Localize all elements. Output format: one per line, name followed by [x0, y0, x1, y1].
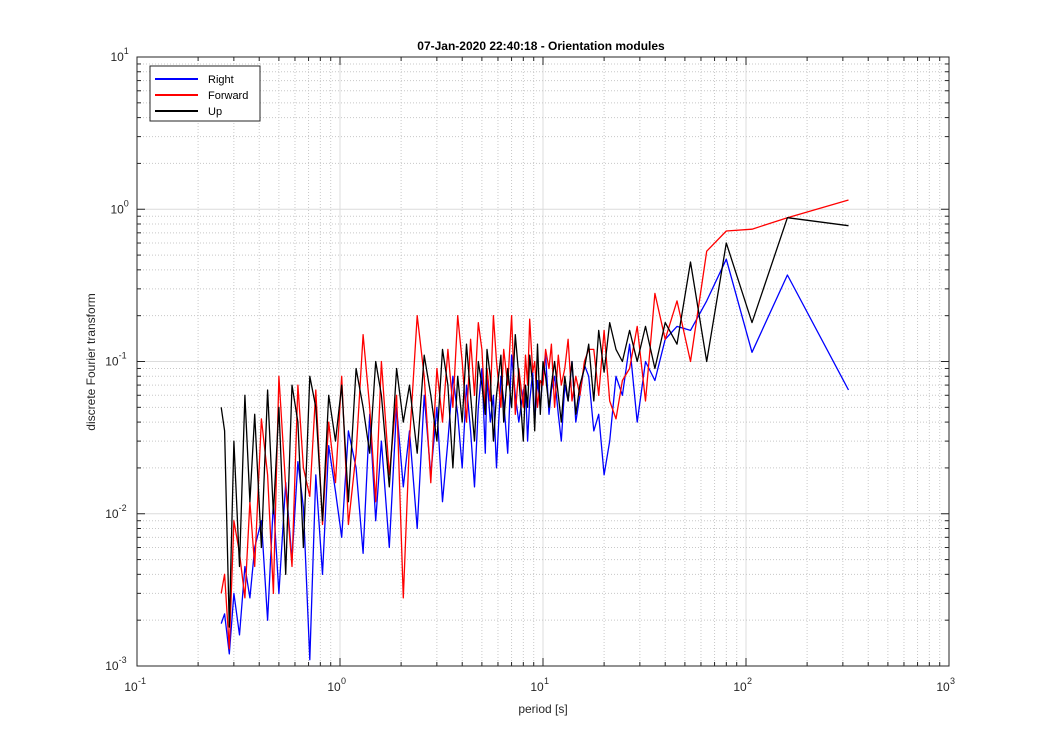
- x-tick-exponent: -1: [138, 676, 146, 686]
- y-tick-label: 10 0: [110, 198, 128, 216]
- y-tick-label: 10 -2: [105, 503, 126, 521]
- x-tick-base: 10: [124, 680, 138, 694]
- y-tick-exponent: -1: [119, 351, 127, 361]
- x-tick-base: 10: [530, 680, 544, 694]
- x-tick-label: 10 3: [936, 676, 955, 694]
- y-axis-label: discrete Fourier transform: [84, 293, 98, 430]
- x-tick-exponent: 0: [341, 676, 346, 686]
- x-tick-exponent: 2: [747, 676, 752, 686]
- tick-marks: [136, 57, 949, 667]
- y-tick-base: 10: [105, 507, 119, 521]
- x-tick-base: 10: [936, 680, 950, 694]
- x-tick-exponent: 1: [544, 676, 549, 686]
- y-tick-exponent: 1: [124, 46, 129, 56]
- legend-label-right: Right: [208, 74, 234, 86]
- x-tick-label: 10 1: [530, 676, 549, 694]
- series-line-forward: [220, 199, 849, 650]
- y-tick-label: 10 -3: [105, 655, 126, 673]
- x-tick-exponent: 3: [950, 676, 955, 686]
- y-tick-base: 10: [110, 50, 124, 64]
- x-tick-labels: 10 -1 10 0 10 1 10 2 10 3: [124, 676, 955, 694]
- x-tick-label: 10 -1: [124, 676, 146, 694]
- x-tick-label: 10 0: [327, 676, 346, 694]
- x-tick-label: 10 2: [733, 676, 752, 694]
- y-tick-exponent: -2: [119, 503, 127, 513]
- y-tick-exponent: 0: [124, 198, 129, 208]
- legend-label-up: Up: [208, 106, 222, 118]
- series-line-right: [220, 258, 850, 661]
- x-tick-base: 10: [733, 680, 747, 694]
- y-tick-label: 10 -1: [105, 351, 126, 369]
- y-tick-exponent: -3: [119, 655, 127, 665]
- chart-title: 07-Jan-2020 22:40:18 - Orientation modul…: [417, 39, 665, 53]
- y-tick-label: 10 1: [110, 46, 128, 64]
- series-layer: [220, 199, 850, 661]
- series-line-up: [220, 217, 849, 628]
- y-tick-base: 10: [110, 202, 124, 216]
- x-axis-label: period [s]: [518, 702, 567, 716]
- y-tick-base: 10: [105, 659, 119, 673]
- x-tick-base: 10: [327, 680, 341, 694]
- legend-label-forward: Forward: [208, 90, 248, 102]
- y-tick-base: 10: [105, 355, 119, 369]
- legend: Right Forward Up: [149, 65, 261, 122]
